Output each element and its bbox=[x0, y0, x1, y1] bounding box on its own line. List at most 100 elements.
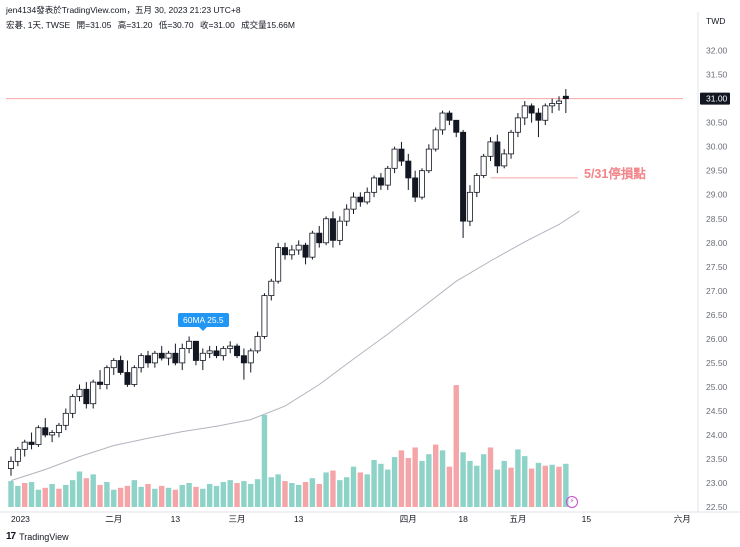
candle-body bbox=[487, 141, 494, 157]
volume-bar bbox=[528, 468, 535, 507]
volume-bar bbox=[302, 482, 309, 507]
volume-bar bbox=[76, 471, 83, 507]
volume-bar bbox=[152, 488, 158, 507]
ma60-line bbox=[10, 210, 580, 482]
volume-bar bbox=[275, 474, 281, 507]
volume-bar bbox=[35, 489, 42, 507]
y-tick-label: 28.50 bbox=[706, 214, 728, 224]
volume-bar bbox=[522, 456, 528, 507]
candle-body bbox=[42, 427, 49, 436]
candle-body bbox=[227, 345, 234, 349]
volume-bar bbox=[124, 485, 131, 507]
candle-body bbox=[329, 218, 336, 241]
y-tick-label: 22.50 bbox=[706, 502, 728, 512]
candle-body bbox=[357, 196, 364, 203]
volume-bar bbox=[446, 466, 453, 507]
candle-body bbox=[460, 131, 467, 222]
candle-body bbox=[514, 117, 521, 133]
tradingview-logo-icon: 17 bbox=[6, 531, 16, 542]
volume-bar bbox=[460, 452, 466, 507]
volume-bar bbox=[165, 487, 172, 507]
candle-body bbox=[295, 244, 302, 251]
candle-body bbox=[528, 105, 535, 114]
candle-body bbox=[199, 352, 206, 361]
volume-bar bbox=[289, 483, 295, 507]
x-tick-label: 四月 bbox=[400, 514, 417, 524]
x-tick-label: 五月 bbox=[509, 514, 526, 524]
y-tick-label: 30.50 bbox=[706, 118, 728, 128]
volume-bar bbox=[56, 488, 62, 507]
volume-bar bbox=[206, 483, 213, 507]
volume-bar bbox=[179, 484, 185, 507]
volume-bar bbox=[234, 483, 240, 507]
candle-body bbox=[494, 141, 501, 167]
tradingview-brand[interactable]: TradingView bbox=[19, 531, 69, 542]
high-value: 高=31.20 bbox=[117, 20, 153, 30]
candle-body bbox=[398, 148, 405, 162]
candle-body bbox=[343, 208, 350, 222]
candle-body bbox=[466, 191, 473, 222]
y-tick-label: 27.00 bbox=[706, 286, 728, 296]
y-tick-label: 25.50 bbox=[706, 358, 728, 368]
y-tick-label: 24.00 bbox=[706, 430, 728, 440]
volume-bar bbox=[248, 483, 254, 507]
volume-bar bbox=[515, 449, 521, 507]
volume-bar bbox=[22, 483, 28, 507]
volume-bar bbox=[104, 482, 110, 507]
volume-bar bbox=[316, 483, 322, 507]
candle-body bbox=[138, 355, 145, 369]
volume-bar bbox=[42, 487, 48, 507]
volume-bar bbox=[337, 480, 343, 507]
symbol-label[interactable]: 宏碁, 1天, TWSE bbox=[6, 20, 71, 30]
volume-bar bbox=[63, 484, 69, 507]
candle-body bbox=[62, 412, 69, 426]
volume-bar bbox=[83, 478, 90, 507]
candle-body bbox=[261, 295, 268, 337]
y-tick-label: 23.50 bbox=[706, 454, 728, 464]
candle-body bbox=[103, 367, 110, 385]
candle-body bbox=[268, 280, 275, 297]
volume-bar bbox=[412, 447, 418, 507]
candle-body bbox=[562, 95, 569, 100]
x-tick-label: 13 bbox=[171, 514, 181, 524]
ma60-series bbox=[10, 210, 580, 482]
volume-bar bbox=[90, 474, 96, 507]
candle-body bbox=[110, 360, 117, 369]
lightning-icon[interactable]: ⚡ bbox=[566, 496, 578, 508]
volume-bar bbox=[254, 479, 261, 507]
volume-bar bbox=[268, 477, 274, 507]
candle-body bbox=[83, 388, 90, 405]
open-value: 開=31.05 bbox=[76, 20, 112, 30]
candle-body bbox=[281, 247, 288, 256]
close-value: 收=31.00 bbox=[199, 20, 235, 30]
candle-body bbox=[90, 381, 97, 405]
candle-body bbox=[405, 160, 412, 179]
last-price-label: 31.00 bbox=[706, 94, 728, 104]
candle-body bbox=[172, 352, 179, 364]
volume-bar bbox=[28, 482, 35, 507]
y-tick-label: 32.00 bbox=[706, 46, 728, 56]
axes: TWD 32.00 31.50 30.50 30.00 29.50 29.00 28.50 28… bbox=[11, 16, 730, 524]
candle-body bbox=[425, 148, 432, 172]
candle-body bbox=[302, 244, 309, 258]
volume-bar bbox=[131, 480, 137, 507]
annotation-lines bbox=[6, 98, 683, 179]
candle-body bbox=[521, 105, 528, 119]
grid bbox=[0, 12, 740, 513]
x-tick-label: 三月 bbox=[229, 514, 246, 524]
candle-body bbox=[28, 441, 35, 445]
candle-body bbox=[97, 381, 104, 385]
volume-bar bbox=[227, 480, 233, 507]
volume-bar bbox=[241, 481, 247, 507]
candle-body bbox=[275, 247, 282, 282]
ohlc-legend: 宏碁, 1天, TWSE 開=31.05 高=31.20 低=30.70 收=3… bbox=[6, 19, 299, 31]
y-tick-label: 25.00 bbox=[706, 382, 728, 392]
ma60-badge[interactable]: 60MA 25.5 bbox=[178, 313, 229, 331]
candle-body bbox=[254, 336, 261, 352]
candle-body bbox=[377, 177, 384, 186]
volume-bar bbox=[542, 465, 548, 507]
volume-bar bbox=[419, 460, 425, 507]
candle-body bbox=[439, 112, 446, 131]
volume-bar bbox=[343, 477, 350, 507]
